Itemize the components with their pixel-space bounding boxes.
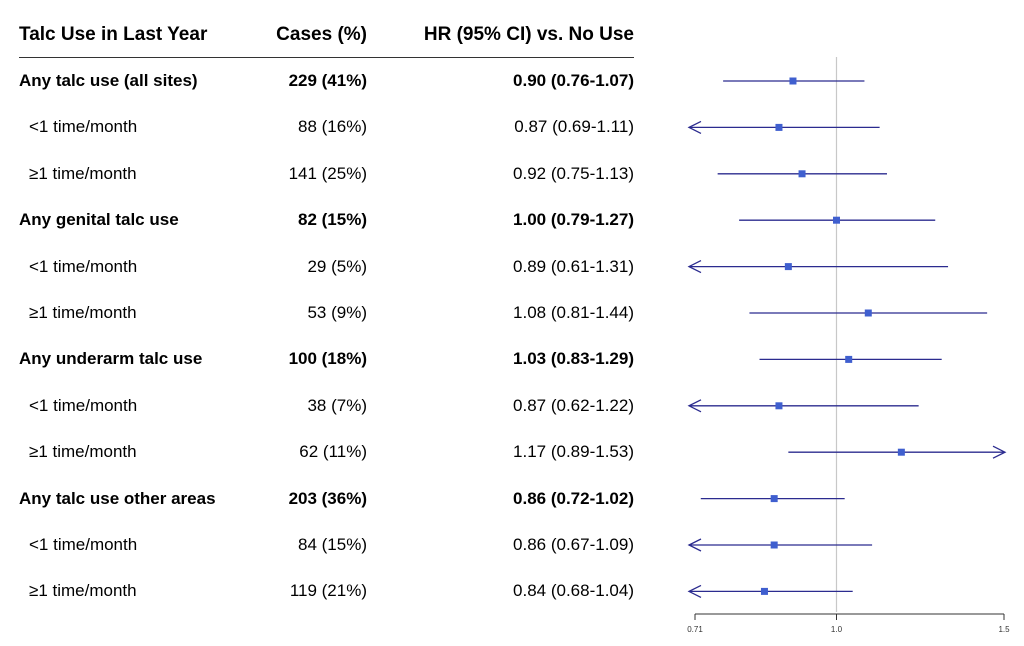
row-cases: 203 (36%) <box>288 488 367 508</box>
header-talc-use: Talc Use in Last Year <box>19 24 208 45</box>
hr-point <box>845 355 853 363</box>
x-tick-label: 1.0 <box>831 625 843 634</box>
row-hazard-ratio: 1.03 (0.83-1.29) <box>513 349 634 369</box>
row-cases: 62 (11%) <box>299 442 367 462</box>
row-label: <1 time/month <box>29 535 138 554</box>
hr-point <box>775 402 783 410</box>
hr-point <box>775 123 783 131</box>
hr-point <box>864 309 872 317</box>
ci-arrow-left <box>687 584 702 598</box>
hr-point <box>789 77 797 85</box>
row-label: <1 time/month <box>29 395 138 415</box>
hr-point <box>760 587 768 595</box>
ci-arrow-left <box>687 538 702 552</box>
hr-point <box>770 541 778 549</box>
hr-point <box>897 448 905 456</box>
row-hazard-ratio: 1.00 (0.79-1.27) <box>513 210 634 230</box>
row-label: Any genital talc use <box>19 210 179 230</box>
row-label: Any talc use (all sites) <box>19 71 198 90</box>
row-cases: 119 (21%) <box>289 581 367 601</box>
row-cases: 88 (16%) <box>298 117 367 137</box>
row-hazard-ratio: 0.86 (0.67-1.09) <box>513 535 634 554</box>
hr-point <box>784 263 792 271</box>
row-hazard-ratio: 1.08 (0.81-1.44) <box>513 303 634 322</box>
row-label: <1 time/month <box>29 256 138 276</box>
row-hazard-ratio: 0.89 (0.61-1.31) <box>513 256 634 276</box>
hr-point <box>832 216 840 224</box>
hr-point <box>798 170 806 178</box>
row-hazard-ratio: 0.87 (0.69-1.11) <box>514 117 634 137</box>
row-cases: 29 (5%) <box>307 256 367 276</box>
row-cases: 229 (41%) <box>288 71 367 90</box>
row-label: ≥1 time/month <box>29 303 137 322</box>
row-label: ≥1 time/month <box>29 442 137 462</box>
row-cases: 84 (15%) <box>298 535 367 554</box>
x-tick-label: 0.71 <box>687 625 703 634</box>
row-cases: 100 (18%) <box>288 349 367 369</box>
ci-arrow-left <box>687 260 702 274</box>
row-hazard-ratio: 0.87 (0.62-1.22) <box>513 395 634 415</box>
ci-arrow-left <box>687 399 702 413</box>
row-label: ≥1 time/month <box>29 581 137 601</box>
row-hazard-ratio: 0.84 (0.68-1.04) <box>513 581 634 601</box>
hr-point <box>770 495 778 503</box>
row-hazard-ratio: 1.17 (0.89-1.53) <box>513 442 634 462</box>
x-tick-label: 1.5 <box>998 625 1010 634</box>
row-hazard-ratio: 0.86 (0.72-1.02) <box>513 488 634 508</box>
header-hazard-ratio: HR (95% CI) vs. No Use <box>423 24 634 45</box>
header-cases: Cases (%) <box>276 24 367 45</box>
ci-arrow-left <box>687 120 702 134</box>
row-label: Any underarm talc use <box>19 349 203 369</box>
row-cases: 141 (25%) <box>288 163 367 183</box>
row-cases: 53 (9%) <box>307 303 367 322</box>
row-cases: 38 (7%) <box>307 395 367 415</box>
row-hazard-ratio: 0.90 (0.76-1.07) <box>513 71 634 90</box>
header-divider <box>19 57 634 58</box>
ci-arrow-right <box>992 445 1007 459</box>
row-label: ≥1 time/month <box>29 163 137 183</box>
row-hazard-ratio: 0.92 (0.75-1.13) <box>513 163 634 183</box>
row-cases: 82 (15%) <box>298 210 367 230</box>
row-label: <1 time/month <box>29 117 138 137</box>
row-label: Any talc use other areas <box>19 488 216 508</box>
